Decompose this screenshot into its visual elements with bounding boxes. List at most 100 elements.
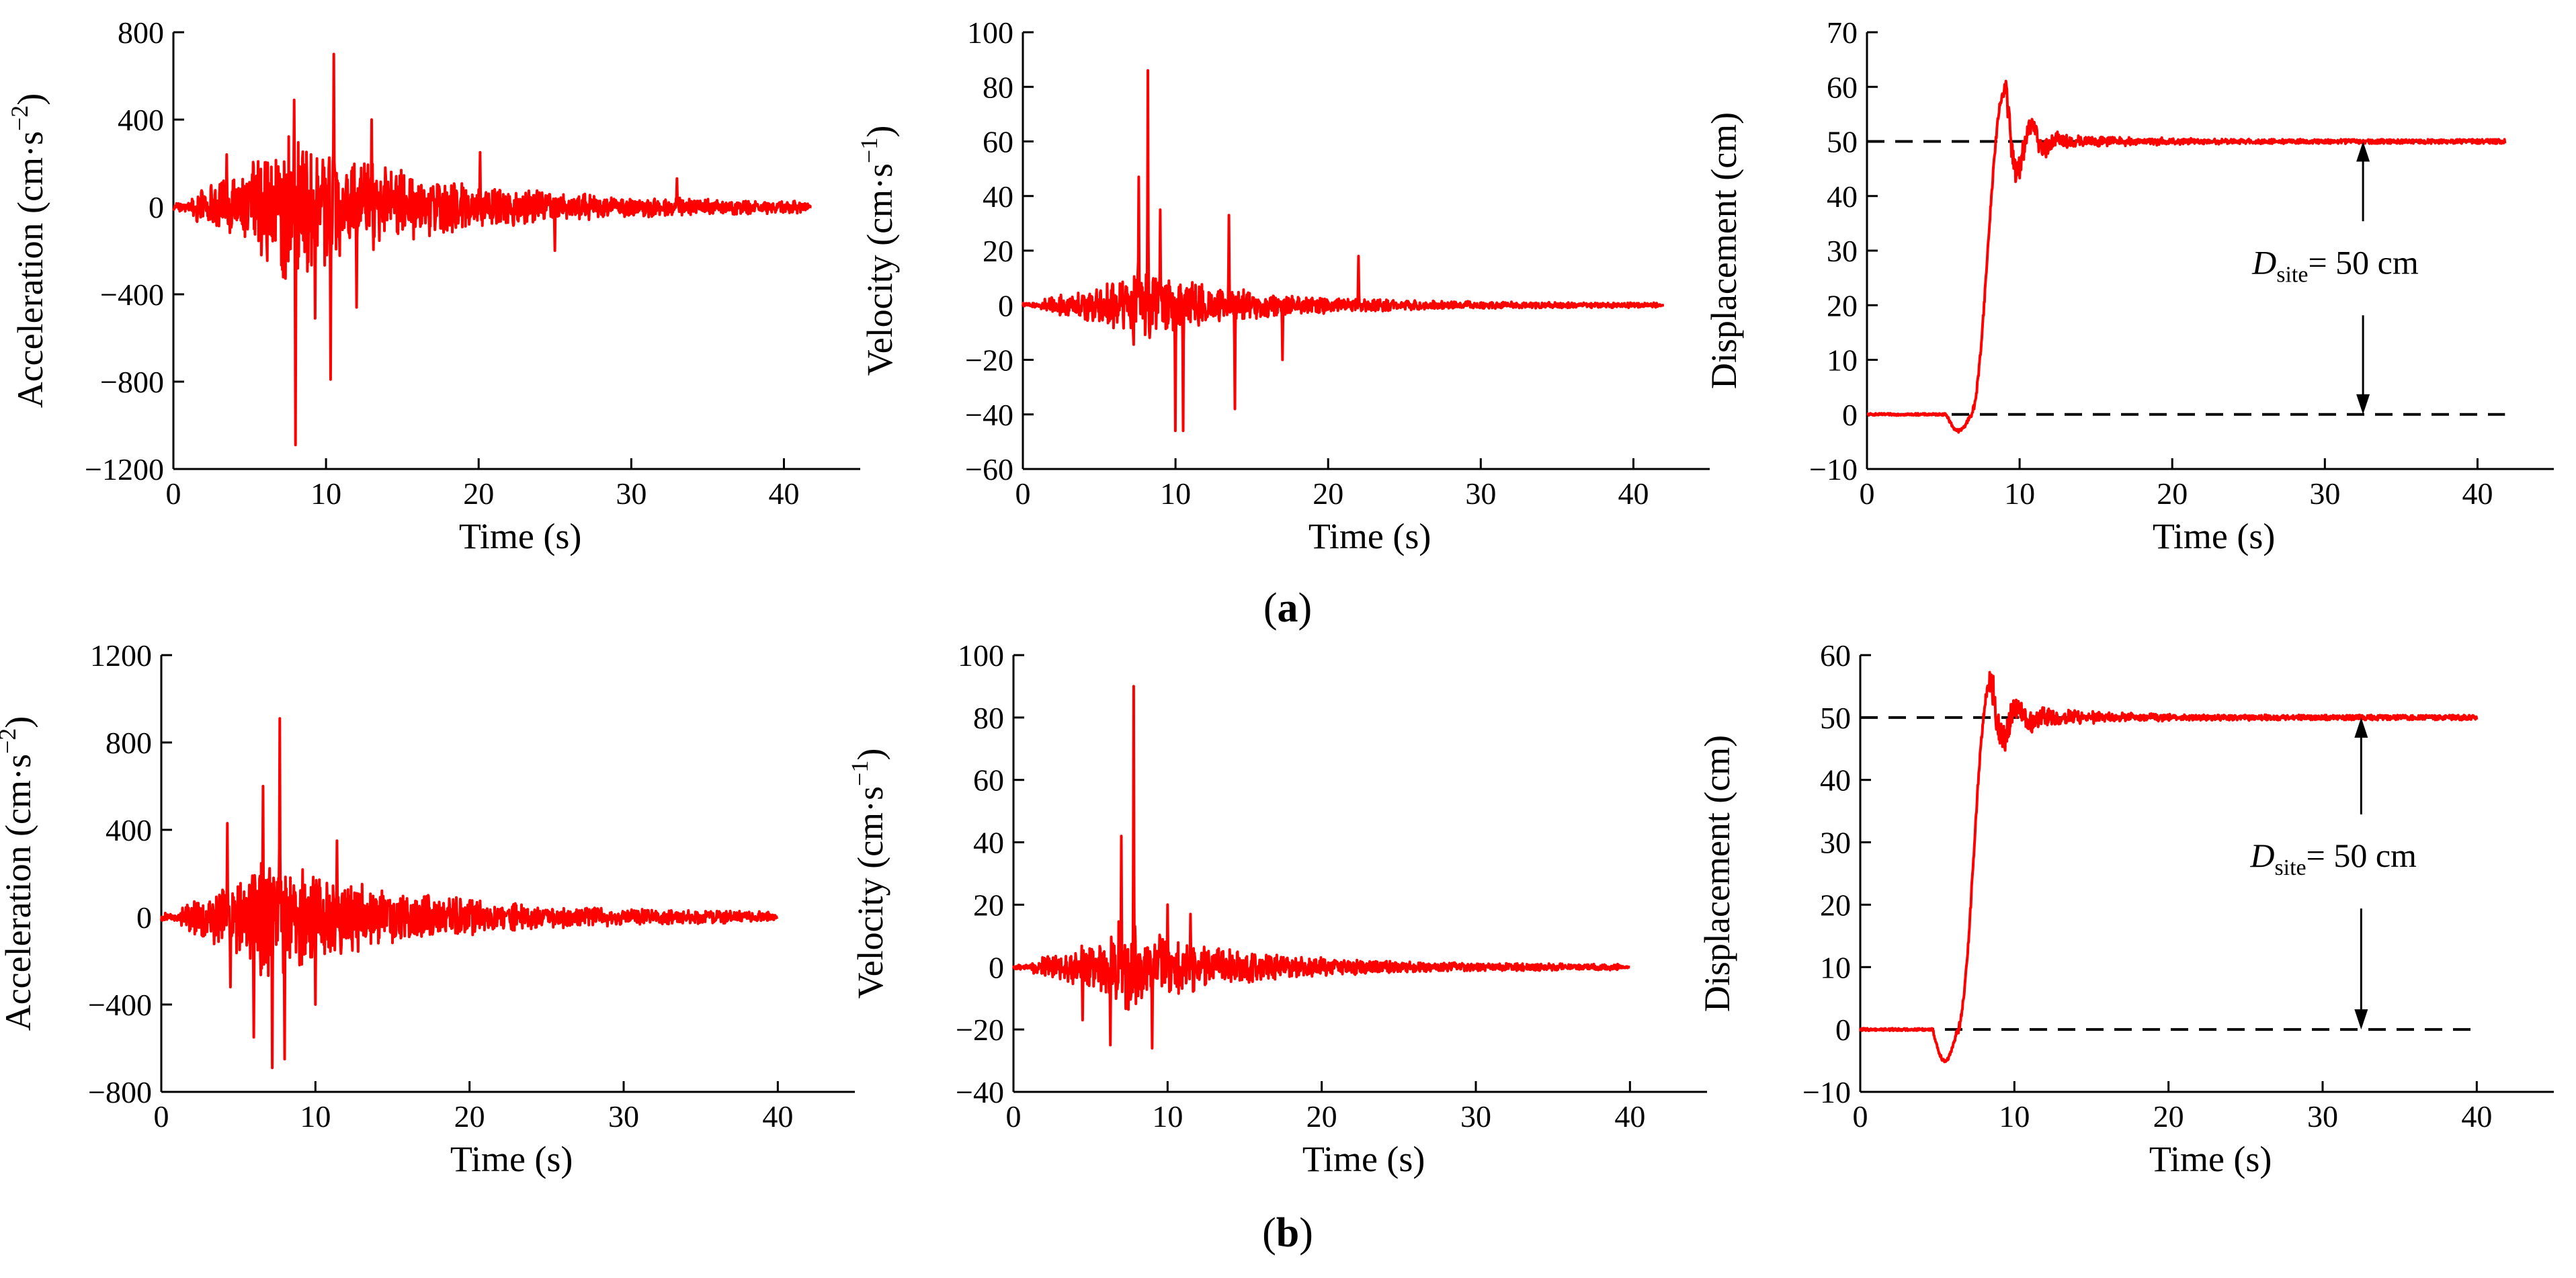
y-tick-label: 50 (1820, 701, 1851, 735)
y-tick-label: −20 (956, 1013, 1004, 1047)
y-tick-label: −800 (88, 1075, 152, 1109)
x-axis-title: Time (s) (1302, 1139, 1425, 1179)
panel-label-a: (a) (1263, 585, 1312, 631)
y-axis-title: Velocity (cm·s−1) (846, 749, 890, 999)
x-tick-label: 20 (2153, 1099, 2184, 1134)
y-tick-label: 100 (967, 15, 1013, 50)
x-axis-title: Time (s) (459, 516, 582, 556)
x-tick-label: 40 (768, 476, 799, 511)
x-tick-label: 20 (463, 476, 494, 511)
x-axis-title: Time (s) (2153, 516, 2276, 556)
x-tick-label: 0 (1853, 1099, 1868, 1134)
y-tick-label: 30 (1827, 234, 1858, 268)
x-tick-label: 10 (2004, 476, 2035, 511)
y-tick-label: 20 (973, 888, 1004, 922)
y-tick-label: 80 (973, 701, 1004, 735)
x-tick-label: 30 (608, 1099, 639, 1134)
chart-a1: 0 10 20 30 40 −1200 −800 −400 0 400 800 Time (s) Acc… (6, 15, 860, 556)
y-tick-label: −400 (100, 278, 164, 312)
y-tick-label: 400 (118, 103, 164, 137)
chart-a2: 0 10 20 30 40 −60 −40 −20 0 20 40 60 80 100 Time (s) Ve… (856, 15, 1710, 556)
annotation-label: Dsite= 50 cm (2251, 243, 2419, 287)
annotation-label: Dsite= 50 cm (2249, 837, 2417, 880)
y-tick-label: −40 (965, 398, 1013, 432)
x-tick-label: 30 (1465, 476, 1496, 511)
y-axis-title: Acceleration (cm·s−2) (0, 716, 38, 1031)
y-tick-label: −1200 (85, 452, 164, 486)
x-tick-label: 40 (2462, 476, 2493, 511)
y-tick-label: 60 (1820, 638, 1851, 673)
y-tick-label: 40 (983, 179, 1013, 214)
y-tick-label: −10 (1802, 1075, 1851, 1109)
y-tick-label: 80 (983, 70, 1013, 104)
y-tick-label: 40 (1820, 763, 1851, 798)
y-tick-label: 1200 (90, 638, 152, 673)
arrow-head-down (2356, 394, 2370, 415)
arrow-head-down (2354, 1009, 2368, 1030)
y-tick-label: 20 (983, 234, 1013, 268)
y-tick-label: 60 (1827, 70, 1858, 104)
x-tick-label: 0 (166, 476, 181, 511)
y-tick-label: 0 (149, 190, 164, 224)
y-tick-label: 70 (1827, 15, 1858, 50)
y-axis-title: Displacement (cm) (1697, 735, 1737, 1012)
panel-label-b: (b) (1262, 1210, 1313, 1256)
arrow-head-up (2354, 717, 2368, 738)
y-tick-label: 800 (118, 15, 164, 50)
x-tick-label: 30 (2307, 1099, 2338, 1134)
x-axis-title: Time (s) (2149, 1139, 2272, 1179)
y-tick-label: 40 (973, 826, 1004, 860)
x-tick-label: 10 (1152, 1099, 1183, 1134)
x-tick-label: 10 (310, 476, 341, 511)
x-tick-label: 20 (2157, 476, 2188, 511)
y-tick-label: 10 (1820, 950, 1851, 984)
y-tick-label: 400 (106, 813, 152, 847)
y-tick-label: 50 (1827, 125, 1858, 159)
series-displacement (1859, 671, 2479, 1064)
x-tick-label: 40 (762, 1099, 793, 1134)
y-tick-label: −400 (88, 988, 152, 1022)
y-tick-label: 0 (998, 288, 1013, 323)
y-tick-label: −800 (100, 365, 164, 399)
x-tick-label: 40 (1614, 1099, 1645, 1134)
y-tick-label: 0 (1842, 398, 1858, 432)
x-tick-label: 0 (154, 1099, 169, 1134)
y-tick-label: 100 (958, 638, 1004, 673)
y-tick-label: 0 (1835, 1013, 1851, 1047)
y-axis-title: Displacement (cm) (1704, 112, 1744, 389)
y-tick-label: 20 (1820, 888, 1851, 922)
x-tick-label: 30 (616, 476, 647, 511)
y-axis-title: Acceleration (cm·s−2) (6, 93, 50, 409)
x-tick-label: 30 (1460, 1099, 1491, 1134)
y-tick-label: −10 (1809, 452, 1858, 486)
y-tick-label: 800 (106, 726, 152, 760)
x-tick-label: 30 (2309, 476, 2340, 511)
x-tick-label: 40 (2461, 1099, 2492, 1134)
y-tick-label: 10 (1827, 343, 1858, 378)
series-velocity (1022, 69, 1665, 433)
x-tick-label: 0 (1860, 476, 1875, 511)
y-axis-title: Velocity (cm·s−1) (856, 126, 900, 376)
x-tick-label: 0 (1006, 1099, 1022, 1134)
arrow-head-up (2356, 141, 2370, 162)
chart-b1: 0 10 20 30 40 −800 −400 0 400 800 1200 Time (s) Acce… (0, 638, 855, 1179)
x-tick-label: 40 (1618, 476, 1649, 511)
y-tick-label: 30 (1820, 826, 1851, 860)
series-acceleration (160, 717, 779, 1070)
series-velocity (1012, 685, 1631, 1050)
y-tick-label: 60 (983, 125, 1013, 159)
y-tick-label: 0 (989, 950, 1004, 984)
y-tick-label: −60 (965, 452, 1013, 486)
x-axis-title: Time (s) (1308, 516, 1431, 556)
x-tick-label: 20 (454, 1099, 485, 1134)
chart-b2: 0 10 20 30 40 −40 −20 0 20 40 60 80 100 Time (s) Veloc… (846, 638, 1707, 1179)
x-tick-label: 20 (1313, 476, 1343, 511)
x-tick-label: 0 (1015, 476, 1031, 511)
y-tick-label: 20 (1827, 288, 1858, 323)
series-displacement (1866, 79, 2507, 434)
y-tick-label: 0 (136, 900, 152, 935)
